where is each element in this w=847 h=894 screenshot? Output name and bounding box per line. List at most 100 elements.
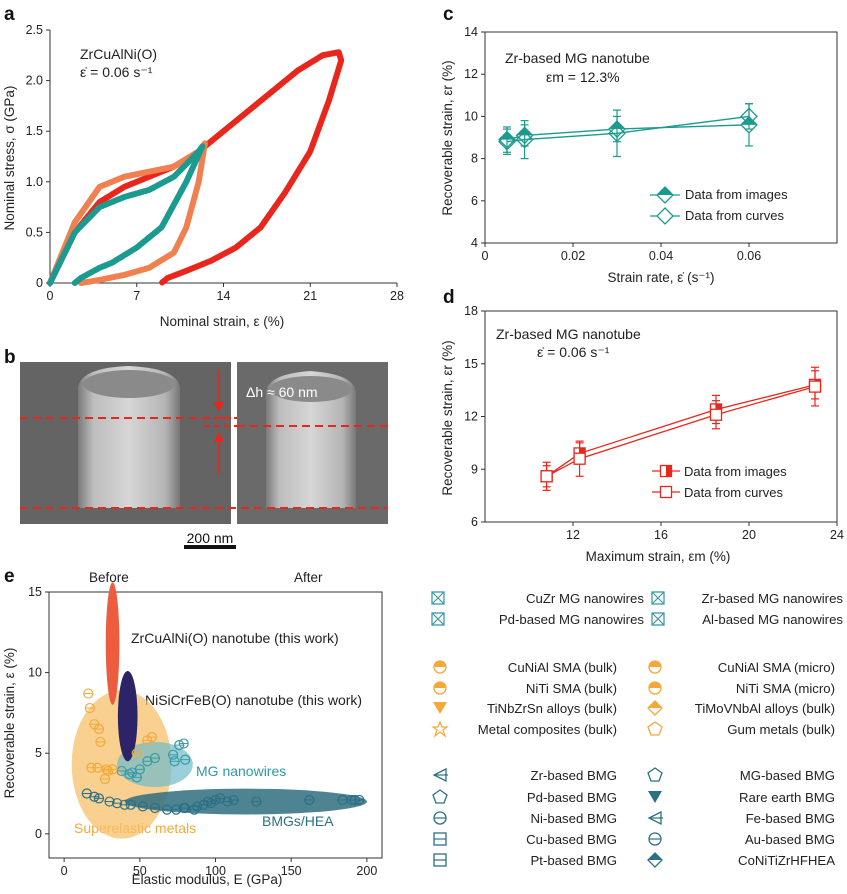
legend-label: TiNbZrSn alloys (bulk) xyxy=(487,701,617,716)
legend-label: Au-based BMG xyxy=(745,832,835,847)
legend-marker xyxy=(656,207,674,225)
x-tick-label: 0.02 xyxy=(561,249,585,263)
x-tick-label: 0 xyxy=(61,864,68,878)
data-point xyxy=(608,124,626,143)
x-tick-label: 200 xyxy=(356,864,377,878)
panel-e-xlabel: Elastic modulus, E (GPa) xyxy=(132,872,283,887)
legend-label: NiTi SMA (micro) xyxy=(736,681,835,696)
legend-symbol xyxy=(649,682,661,688)
panel-c-chart: Zr-based MG nanotube εm = 12.3% Strain r… xyxy=(440,25,838,285)
legend-label: Zr-based MG nanowires xyxy=(702,591,844,606)
y-tick-label: 1.5 xyxy=(26,124,43,138)
y-tick-label: 15 xyxy=(28,585,42,599)
label-mg-nanowires: MG nanowires xyxy=(196,763,286,779)
x-tick-label: 24 xyxy=(830,528,844,542)
legend-marker xyxy=(659,485,673,499)
legend-label: Ni-based BMG xyxy=(531,811,617,826)
pillar-before-top xyxy=(83,370,175,398)
legend-symbol xyxy=(648,791,662,803)
panel-d-annot1: Zr-based MG nanotube xyxy=(496,326,641,342)
panel-label-d: d xyxy=(443,287,455,308)
x-tick-label: 20 xyxy=(742,528,756,542)
scale-bar-label: 200 nm xyxy=(187,530,234,546)
panel-d-chart: Zr-based MG nanotube ε̇ = 0.06 s⁻¹ Maxim… xyxy=(440,304,844,564)
panel-a-xlabel: Nominal strain, ε (%) xyxy=(160,314,285,329)
x-tick-label: 12 xyxy=(566,528,580,542)
y-tick-label: 6 xyxy=(471,515,478,529)
x-tick-label: 0 xyxy=(47,289,54,303)
y-tick-label: 15 xyxy=(464,357,478,371)
legend-symbol xyxy=(433,702,447,714)
panel-label-b: b xyxy=(4,347,16,368)
dh-label: Δh ≈ 60 nm xyxy=(246,384,318,400)
panel-label-e: e xyxy=(4,566,15,587)
panel-e-ylabel: Recoverable strain, ε (%) xyxy=(2,648,17,799)
y-tick-label: 9 xyxy=(471,462,478,476)
legend-symbol xyxy=(651,612,665,626)
region-ellipse xyxy=(124,788,367,815)
series-line-2 xyxy=(47,143,206,286)
legend-label: Cu-based BMG xyxy=(526,832,617,847)
y-tick-label: 2.5 xyxy=(26,23,43,37)
panel-c-ylabel: Recoverable strain, εr (%) xyxy=(440,60,455,215)
panel-c-xlabel: Strain rate, ε̇ (s⁻¹) xyxy=(608,270,715,285)
y-tick-label: 14 xyxy=(464,25,478,39)
x-tick-label: 150 xyxy=(281,864,302,878)
panel-e-before: Before xyxy=(89,570,129,585)
y-tick-label: 8 xyxy=(471,152,478,166)
panel-a-chart: ZrCuAlNi(O) ε̇ = 0.06 s⁻¹ Nominal strain… xyxy=(2,23,404,329)
legend-symbol xyxy=(431,591,445,605)
panel-d-xlabel: Maximum strain, εm (%) xyxy=(586,549,731,564)
panel-d-annot2: ε̇ = 0.06 s⁻¹ xyxy=(537,344,610,360)
legend-label: CuNiAl SMA (bulk) xyxy=(508,660,617,675)
panel-d-legend-curves: Data from curves xyxy=(684,485,783,500)
data-point xyxy=(515,130,534,149)
legend-label: NiTi SMA (bulk) xyxy=(526,681,617,696)
legend-symbol xyxy=(648,853,662,860)
legend-label: CuZr MG nanowires xyxy=(526,591,644,606)
legend-label: TiMoVNbAl alloys (bulk) xyxy=(695,701,835,716)
y-tick-label: 10 xyxy=(464,109,478,123)
legend-symbol xyxy=(431,612,445,626)
label-bmgs: BMGs/HEA xyxy=(262,813,334,829)
legend-symbol xyxy=(647,721,663,736)
panel-label-a: a xyxy=(4,4,15,25)
x-tick-label: 21 xyxy=(303,289,317,303)
y-tick-label: 12 xyxy=(464,67,478,81)
data-point xyxy=(740,107,758,126)
data-point xyxy=(808,380,822,393)
x-tick-label: 0.06 xyxy=(737,249,761,263)
legend-symbol xyxy=(651,591,665,605)
panel-label-c: c xyxy=(443,4,454,25)
panel-e-after: After xyxy=(294,570,323,585)
x-tick-label: 28 xyxy=(390,289,404,303)
panel-c-legend-images: Data from images xyxy=(685,187,788,202)
data-point xyxy=(540,470,553,483)
legend-symbol xyxy=(649,661,661,667)
legend-symbol xyxy=(432,789,448,804)
series-line-0 xyxy=(506,124,750,141)
x-tick-label: 7 xyxy=(133,289,140,303)
legend-marker-fill xyxy=(666,465,672,477)
series-line-1 xyxy=(47,140,208,286)
x-tick-label: 0 xyxy=(482,249,489,263)
data-point xyxy=(573,452,586,465)
legend-symbol xyxy=(647,767,663,782)
y-tick-label: 18 xyxy=(464,304,478,318)
panel-c-annot2: εm = 12.3% xyxy=(546,69,620,85)
pillar-after xyxy=(266,371,356,508)
legend-label: Metal composites (bulk) xyxy=(478,722,617,737)
legend-symbol xyxy=(431,720,449,738)
legend-marker-fill xyxy=(657,187,673,195)
pillar-before xyxy=(78,366,180,508)
legend-symbol xyxy=(648,701,662,708)
x-tick-label: 50 xyxy=(133,864,147,878)
y-tick-label: 1.0 xyxy=(26,175,43,189)
region-ellipse xyxy=(105,582,120,705)
legend-symbol xyxy=(434,682,446,688)
panel-e-chart: Before After Elastic modulus, E (GPa) Re… xyxy=(2,570,383,887)
label-zr-nanotube: ZrCuAlNi(O) nanotube (this work) xyxy=(131,630,339,646)
legend-symbol xyxy=(651,591,665,605)
legend-label: Pd-based BMG xyxy=(527,790,617,805)
